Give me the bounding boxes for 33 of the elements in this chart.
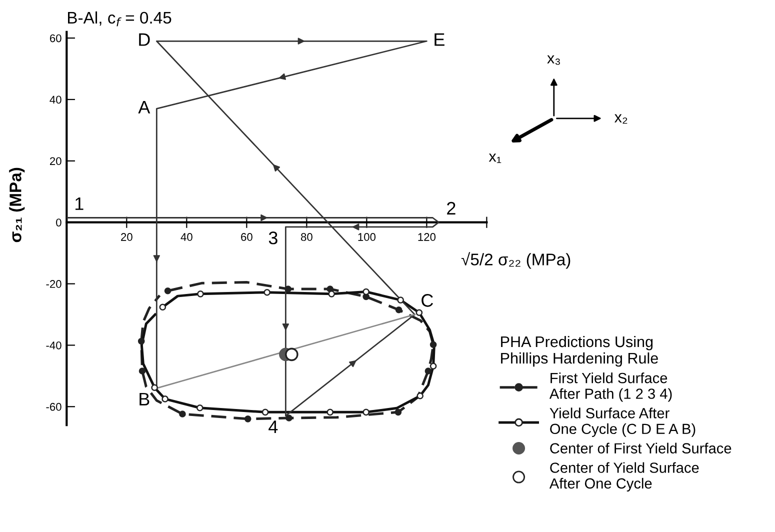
x-tick-label: 100 [358, 233, 376, 241]
x-tick-label: 20 [121, 233, 132, 241]
x-tick-label: 80 [300, 233, 312, 241]
y-tick-label: -40 [46, 341, 62, 350]
y-tick-label: 60 [50, 34, 62, 42]
text: x₃ [547, 55, 560, 65]
x-axis-title: √5/2 σ₂₂ (MPa) [461, 252, 570, 269]
legend-label: Yield Surface After One Cycle (C D E A B) [550, 408, 696, 437]
annotation: C [422, 294, 434, 307]
text: x₂ [614, 114, 628, 124]
annotation: 2 [447, 202, 456, 215]
y-tick-label: -60 [46, 402, 62, 411]
x-tick-label: 40 [180, 233, 192, 241]
y-axis-title: σ₂₁ (MPa) [9, 168, 25, 242]
annotation: 3 [268, 232, 278, 244]
legend-label: Center of First Yield Surface [550, 442, 732, 454]
annotation: D [139, 33, 150, 46]
annotation: E [434, 33, 444, 46]
annotation: A [138, 100, 150, 114]
y-tick-label: 20 [50, 157, 62, 166]
legend-label: Center of Yield Surface After One Cycle [549, 462, 699, 492]
annotation: 1 [76, 197, 84, 210]
annotation: B [140, 392, 150, 406]
y-tick-label: -20 [46, 280, 62, 288]
legend-title: PHA Predictions Using Phillips Hardening Rule [501, 336, 658, 367]
annotation: 4 [268, 420, 278, 434]
text: x₁ [488, 154, 502, 163]
x-tick-label: 60 [241, 233, 252, 241]
legend-label: First Yield Surface After Path (1 2 3 4) [549, 372, 672, 402]
y-tick-label: 40 [50, 96, 62, 104]
y-tick-label: 0 [56, 218, 62, 226]
x-tick-label: 120 [418, 233, 436, 241]
chart-title: B-Al, c$_{f}$ = 0.45 [68, 11, 172, 26]
